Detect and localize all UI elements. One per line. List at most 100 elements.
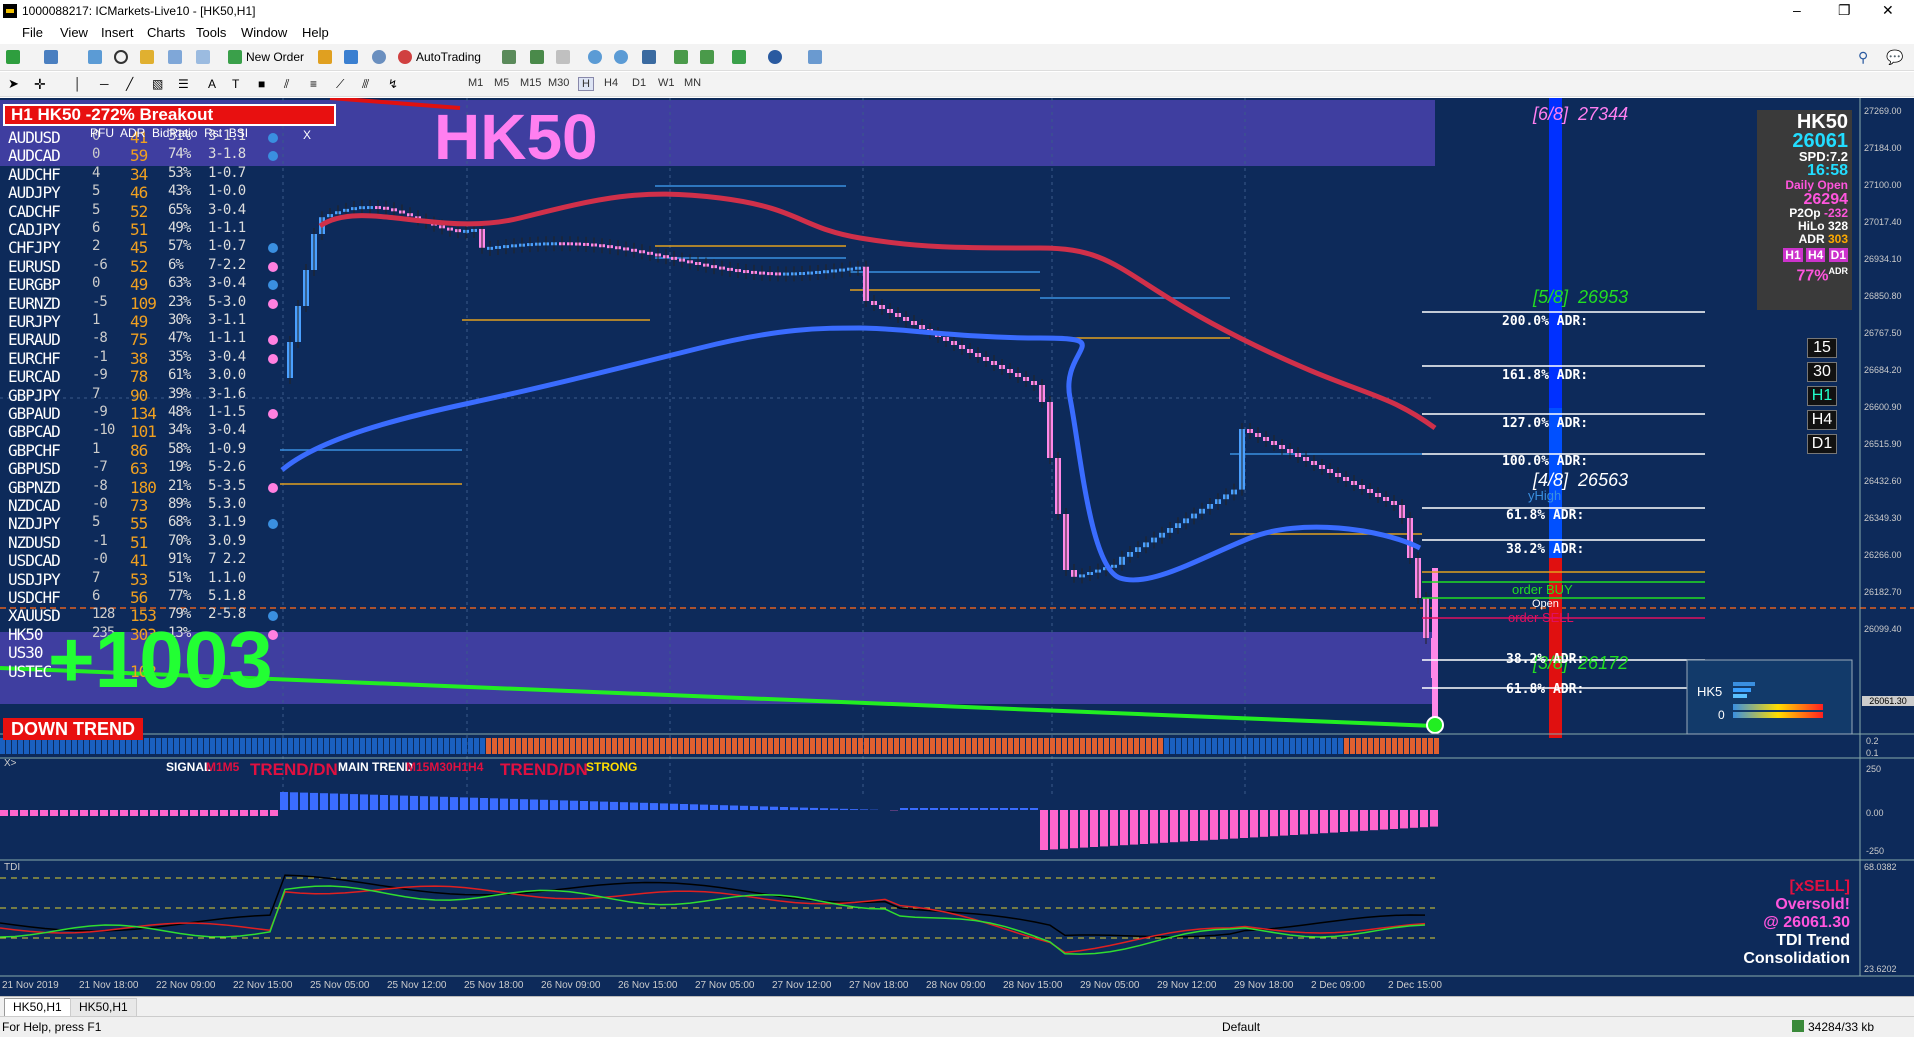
menu-help[interactable]: Help bbox=[302, 25, 329, 40]
tf-button-d1[interactable]: D1 bbox=[1807, 434, 1837, 454]
market-button[interactable] bbox=[372, 48, 386, 66]
new-order-button[interactable]: New Order bbox=[228, 48, 304, 66]
cycle-tool[interactable]: ⫻ bbox=[362, 75, 369, 93]
menu-tools[interactable]: Tools bbox=[196, 25, 226, 40]
zoom-in-button[interactable] bbox=[588, 48, 602, 66]
info-tf-d1[interactable]: D1 bbox=[1829, 248, 1848, 262]
tf-h4[interactable]: H4 bbox=[604, 77, 618, 89]
zoom-out-button[interactable] bbox=[614, 48, 628, 66]
tf-w1[interactable]: W1 bbox=[658, 77, 675, 89]
menu-file[interactable]: File bbox=[22, 25, 43, 40]
text-tool[interactable]: A bbox=[208, 75, 216, 93]
channel-tool[interactable]: ▧ bbox=[152, 75, 163, 93]
navigator-button[interactable] bbox=[140, 48, 154, 66]
gann-tool[interactable]: ≡ bbox=[310, 75, 317, 93]
autotrading-button[interactable]: AutoTrading bbox=[398, 48, 481, 66]
menu-window[interactable]: Window bbox=[241, 25, 287, 40]
new-chart-button[interactable] bbox=[6, 48, 20, 66]
tf-m5[interactable]: M5 bbox=[494, 77, 509, 89]
fan-tool[interactable]: ⟋ bbox=[336, 75, 344, 93]
tf-button-h1[interactable]: H1 bbox=[1807, 386, 1837, 406]
templates-button[interactable] bbox=[808, 48, 822, 66]
indicators-button[interactable] bbox=[732, 48, 746, 66]
periods-button[interactable] bbox=[768, 48, 782, 66]
tf-m1[interactable]: M1 bbox=[468, 77, 483, 89]
trendline-tool[interactable]: ╱ bbox=[126, 75, 133, 93]
pitchfork-tool[interactable]: ⫽ bbox=[284, 75, 289, 93]
vertical-line-tool[interactable]: │ bbox=[74, 75, 82, 93]
chart-shift-button[interactable] bbox=[700, 48, 714, 66]
shapes-tool[interactable]: ↯ bbox=[388, 75, 398, 93]
line-chart-button[interactable] bbox=[556, 48, 570, 66]
tf-mn[interactable]: MN bbox=[684, 77, 701, 89]
scanner-close-x[interactable]: X bbox=[303, 128, 311, 142]
minimize-button[interactable]: – bbox=[1793, 2, 1801, 18]
expert-button[interactable] bbox=[318, 48, 332, 66]
rectangle-tool[interactable]: ■ bbox=[258, 75, 265, 93]
menu-charts[interactable]: Charts bbox=[147, 25, 185, 40]
crosshair-tool-button[interactable] bbox=[114, 48, 128, 66]
profiles-button[interactable] bbox=[44, 48, 58, 66]
tf-h1[interactable]: H bbox=[578, 77, 594, 91]
cursor-tool[interactable]: ➤ bbox=[8, 75, 19, 93]
tf-button-15[interactable]: 15 bbox=[1807, 338, 1837, 358]
tf-m15[interactable]: M15 bbox=[520, 77, 541, 89]
info-tf-h1[interactable]: H1 bbox=[1783, 248, 1802, 262]
search-button[interactable]: ⚲ bbox=[1858, 48, 1868, 66]
market-watch-button[interactable] bbox=[88, 48, 102, 66]
bar-chart-icon bbox=[502, 50, 516, 64]
tf-m30[interactable]: M30 bbox=[548, 77, 569, 89]
horizontal-line-tool[interactable]: ─ bbox=[100, 75, 109, 93]
bar-chart-button[interactable] bbox=[502, 48, 516, 66]
tf-d1[interactable]: D1 bbox=[632, 77, 646, 89]
close-button[interactable]: ✕ bbox=[1882, 2, 1894, 19]
signal-tile bbox=[486, 738, 491, 754]
tf-button-h4[interactable]: H4 bbox=[1807, 410, 1837, 430]
crosshair-tool[interactable]: ✛ bbox=[34, 75, 46, 93]
signal-tile bbox=[1254, 738, 1259, 754]
restore-button[interactable]: ❐ bbox=[1838, 2, 1851, 19]
label-tool[interactable]: T bbox=[232, 75, 239, 93]
signals-button[interactable] bbox=[344, 48, 358, 66]
terminal-button[interactable] bbox=[168, 48, 182, 66]
price-chart[interactable] bbox=[0, 98, 1914, 996]
tile-windows-button[interactable] bbox=[642, 48, 656, 66]
menu-view[interactable]: View bbox=[60, 25, 88, 40]
info-tf-h4[interactable]: H4 bbox=[1806, 248, 1825, 262]
menu-insert[interactable]: Insert bbox=[101, 25, 134, 40]
scanner-adr: 59 bbox=[130, 146, 147, 165]
scanner-pfu: -8 bbox=[92, 478, 107, 494]
tester-button[interactable] bbox=[196, 48, 210, 66]
chat-button[interactable]: 💬 bbox=[1886, 48, 1903, 66]
tf-button-30[interactable]: 30 bbox=[1807, 362, 1837, 382]
candlestick-button[interactable] bbox=[530, 48, 544, 66]
auto-scroll-button[interactable] bbox=[674, 48, 688, 66]
fibo-tool[interactable]: ☰ bbox=[178, 75, 189, 93]
